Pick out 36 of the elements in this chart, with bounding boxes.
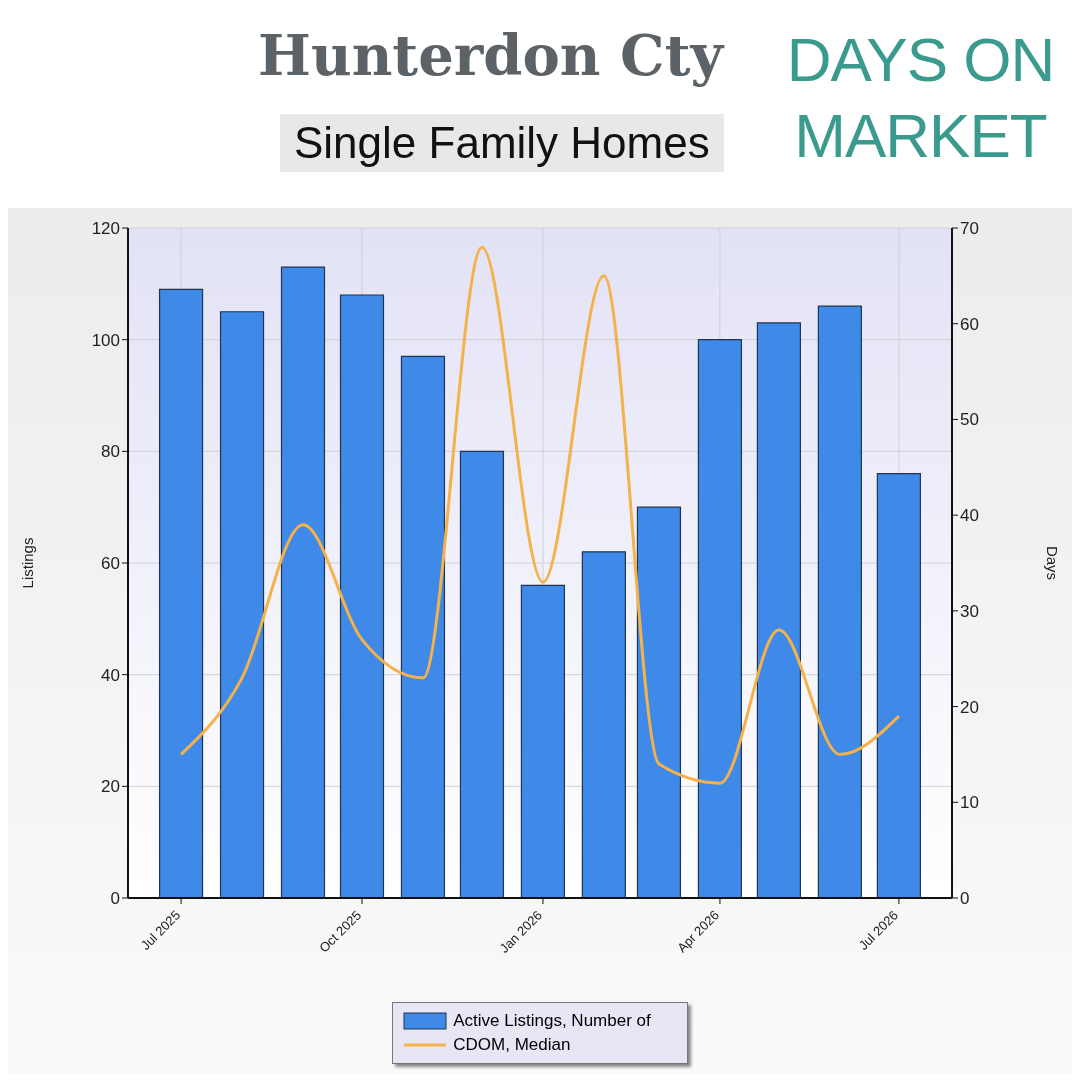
bar: [339, 294, 385, 898]
y-tick-label: 60: [101, 554, 120, 574]
y-tick-label: 100: [91, 330, 120, 350]
y2-axis-title: Days: [1043, 545, 1061, 581]
y2-tick-label: 40: [960, 506, 979, 526]
bar: [158, 288, 204, 898]
bar: [756, 322, 802, 898]
bar: [581, 551, 626, 898]
bar: [459, 450, 505, 898]
y2-tick-label: 10: [960, 793, 979, 813]
line-series: [179, 245, 901, 785]
y-tick-label: 40: [101, 665, 120, 685]
bar: [697, 339, 743, 898]
y2-tick-label: 20: [960, 697, 979, 717]
y-tick-label: 120: [91, 219, 120, 239]
text: DAYS ON MARKET: [785, 24, 1056, 172]
bar: [400, 355, 446, 898]
y2-tick-label: 50: [960, 410, 979, 430]
bar: [219, 311, 265, 898]
y2-tick-label: 30: [960, 601, 979, 621]
bar: [876, 473, 921, 898]
bar: [636, 506, 682, 898]
legend-label: CDOM, Median: [453, 1034, 571, 1056]
y-tick-label: 20: [101, 777, 120, 797]
chart-title: Hunterdon Cty: [258, 22, 724, 88]
legend-label: Active Listings, Number of: [453, 1010, 651, 1032]
y-tick-label: 0: [110, 889, 120, 909]
bar: [280, 266, 326, 898]
y2-tick-label: 70: [960, 219, 979, 239]
bar: [520, 584, 566, 898]
y-axis-title: Listings: [19, 537, 37, 589]
bar: [817, 305, 862, 898]
y-tick-label: 80: [101, 442, 120, 462]
chart-subtitle: Single Family Homes: [280, 114, 724, 172]
y2-tick-label: 60: [960, 314, 979, 334]
y2-tick-label: 0: [960, 889, 970, 909]
